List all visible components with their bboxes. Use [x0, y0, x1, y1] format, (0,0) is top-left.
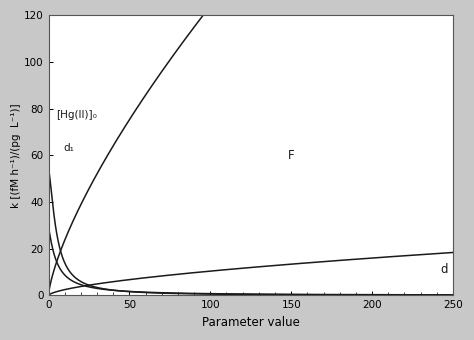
X-axis label: Parameter value: Parameter value [202, 316, 300, 329]
Text: F: F [288, 149, 295, 162]
Y-axis label: k [(fM h⁻¹)/(pg  L⁻¹)]: k [(fM h⁻¹)/(pg L⁻¹)] [11, 103, 21, 208]
Text: d₁: d₁ [63, 143, 74, 153]
Text: [Hg(II)]₀: [Hg(II)]₀ [56, 110, 97, 120]
Text: d: d [440, 262, 447, 276]
